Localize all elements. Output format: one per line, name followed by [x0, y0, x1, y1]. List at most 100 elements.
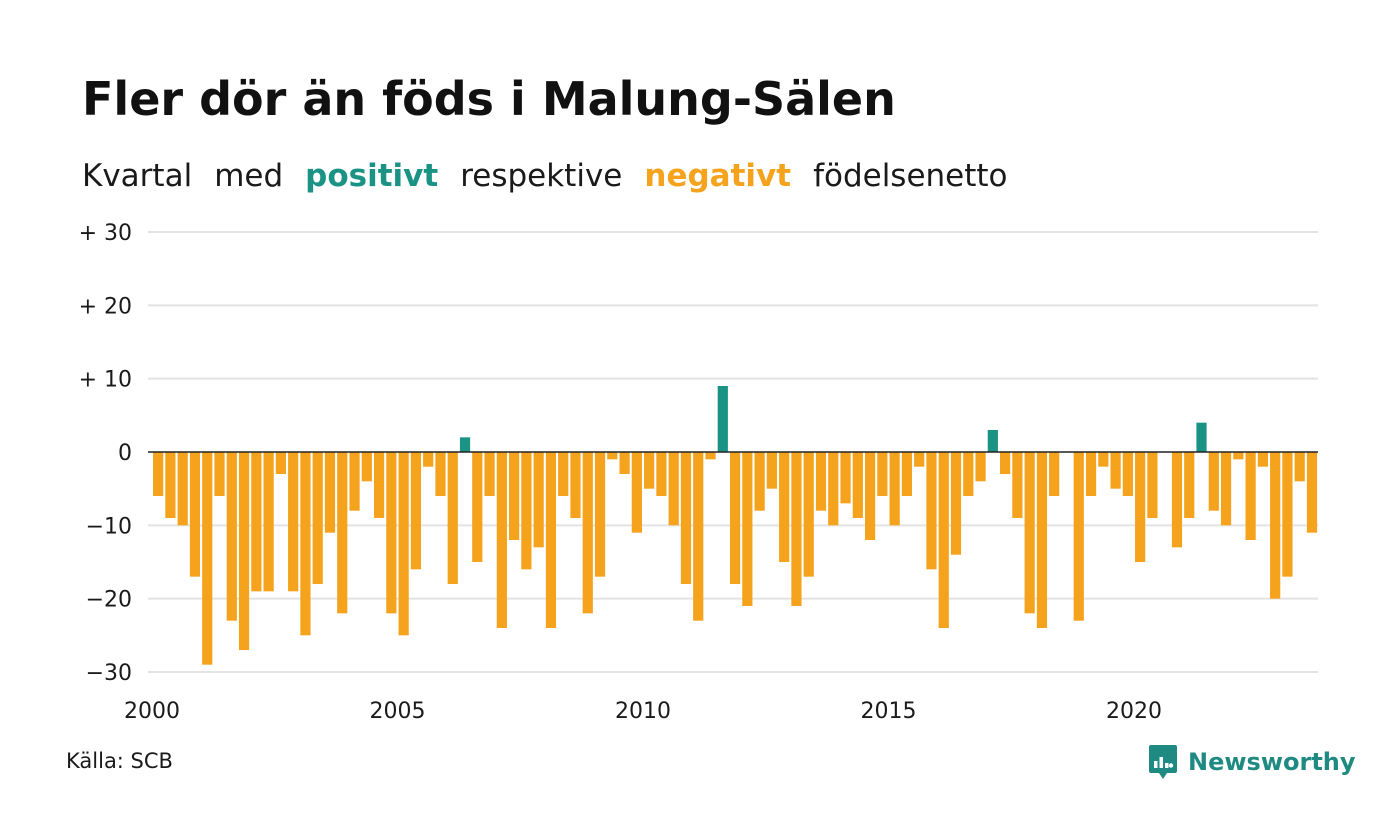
y-tick-label: −30	[86, 661, 132, 686]
subtitle-word-med: med	[214, 158, 284, 194]
bar	[1000, 452, 1011, 474]
bar	[300, 452, 311, 636]
bar	[631, 452, 642, 533]
bar	[766, 452, 777, 489]
bar	[1233, 452, 1244, 460]
bar	[779, 452, 790, 562]
bar	[1049, 452, 1060, 496]
bar	[803, 452, 814, 577]
bar	[938, 452, 949, 628]
bar	[901, 452, 913, 496]
bar	[852, 452, 863, 518]
bar	[545, 452, 557, 628]
bar	[889, 452, 900, 526]
bar	[1294, 452, 1305, 482]
chart-subtitle: Kvartal med positivt respektive negativt föde…	[82, 158, 1008, 194]
subtitle-positive-label: positivt	[305, 158, 439, 194]
bar	[386, 452, 397, 614]
x-axis-tick-labels: 2000 2005 2010 2015 2020	[124, 699, 1162, 724]
bar	[791, 452, 802, 606]
bar	[1073, 452, 1084, 621]
bar	[1098, 452, 1109, 467]
bar	[214, 452, 225, 496]
bar	[815, 452, 827, 511]
bar	[275, 452, 286, 474]
bar	[189, 452, 201, 577]
bar	[263, 452, 274, 592]
bar	[680, 452, 692, 584]
bar	[877, 452, 888, 496]
bar	[337, 452, 348, 614]
bar	[1184, 452, 1195, 518]
bar	[619, 452, 630, 474]
bar	[975, 452, 986, 482]
bar	[459, 437, 471, 452]
bar	[1036, 452, 1048, 628]
bar	[742, 452, 753, 606]
bar	[914, 452, 925, 467]
bar	[864, 452, 876, 540]
bar	[1122, 452, 1133, 496]
bar	[705, 452, 716, 460]
chart-title: Fler dör än föds i Malung-Sälen	[82, 72, 896, 126]
bar	[238, 452, 250, 650]
bar	[828, 452, 839, 526]
bar	[729, 452, 741, 584]
bar	[1012, 452, 1023, 518]
brand-name: Newsworthy	[1188, 748, 1356, 776]
bar	[1085, 452, 1097, 496]
bar	[558, 452, 569, 496]
bar	[754, 452, 765, 511]
bar	[423, 452, 434, 467]
bar	[1196, 422, 1207, 452]
y-tick-label: −20	[86, 588, 132, 613]
bar	[963, 452, 974, 496]
bar	[570, 452, 581, 518]
bar	[496, 452, 507, 628]
bar	[607, 452, 618, 460]
bar	[398, 452, 409, 636]
y-tick-label: −10	[86, 514, 132, 539]
bar	[594, 452, 606, 577]
bar	[1024, 452, 1035, 614]
bar	[324, 452, 336, 533]
bar	[1135, 452, 1146, 562]
bar	[1282, 452, 1293, 577]
bars	[153, 386, 1318, 665]
bar	[435, 452, 446, 496]
bar	[226, 452, 237, 621]
bar	[153, 452, 164, 496]
bar	[1171, 452, 1183, 548]
bar	[644, 452, 655, 489]
newsworthy-logo-icon	[1149, 745, 1177, 779]
bar	[1110, 452, 1121, 489]
x-tick-label: 2000	[124, 699, 180, 724]
bar	[1306, 452, 1318, 533]
bar	[693, 452, 704, 621]
brand-logo[interactable]: Newsworthy	[1148, 744, 1356, 780]
bar	[373, 452, 385, 518]
bar	[361, 452, 372, 482]
y-axis-tick-labels: + 30 + 20 + 10 0 −10 −20 −30	[79, 221, 132, 686]
bar	[521, 452, 532, 570]
bar	[926, 452, 937, 570]
y-tick-label: 0	[118, 441, 132, 466]
x-tick-label: 2010	[615, 699, 671, 724]
bar	[1208, 452, 1219, 511]
bar	[1270, 452, 1281, 599]
bar	[484, 452, 495, 496]
source-note: Källa: SCB	[66, 749, 173, 773]
bar	[312, 452, 323, 584]
subtitle-negative-label: negativt	[644, 158, 792, 194]
subtitle-word-respektive: respektive	[460, 158, 623, 194]
bar	[1245, 452, 1256, 540]
y-tick-label: + 10	[79, 368, 132, 393]
y-tick-label: + 20	[79, 294, 132, 319]
bar	[668, 452, 679, 526]
bar	[202, 452, 213, 665]
bar	[165, 452, 176, 518]
bar	[1257, 452, 1268, 467]
bar	[950, 452, 962, 555]
bar	[251, 452, 262, 592]
